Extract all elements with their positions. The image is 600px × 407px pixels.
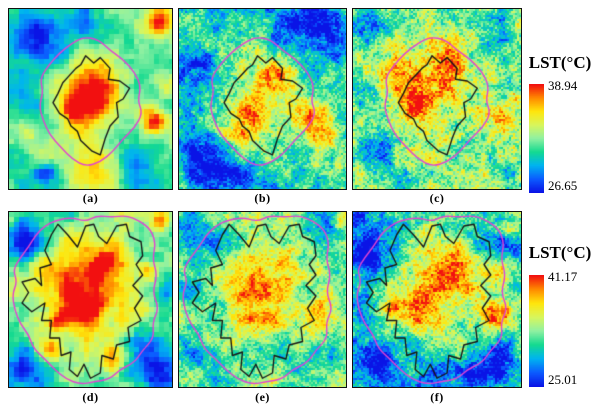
- colorbar-top-title: LST(°C): [528, 53, 592, 72]
- colorbar-bottom-title: LST(°C): [528, 243, 592, 262]
- panel-d: [8, 211, 173, 388]
- panel-label-a: (a): [82, 191, 99, 205]
- colorbar-bottom-min: 25.01: [548, 372, 578, 387]
- lst-map-b: [179, 9, 346, 189]
- colorbar-bottom-gradient: [529, 275, 544, 387]
- panel-label-b: (b): [254, 191, 271, 205]
- lst-map-e: [179, 212, 346, 387]
- panel-label-f: (f): [430, 390, 444, 404]
- colorbar-top-gradient: [529, 84, 544, 193]
- panel-f: [352, 211, 522, 388]
- colorbar-top-max: 38.94: [548, 78, 578, 93]
- lst-map-d: [9, 212, 172, 387]
- lst-map-a: [9, 9, 172, 189]
- colorbar-bottom-max: 41.17: [548, 269, 578, 284]
- panel-a: [8, 8, 173, 190]
- panel-b: [178, 8, 347, 190]
- panel-label-e: (e): [255, 390, 270, 404]
- lst-map-f: [353, 212, 521, 387]
- panel-c: [352, 8, 522, 190]
- panel-e: [178, 211, 347, 388]
- colorbar-top-min: 26.65: [548, 178, 578, 193]
- panel-label-c: (c): [429, 191, 445, 205]
- lst-map-c: [353, 9, 521, 189]
- panel-label-d: (d): [82, 390, 99, 404]
